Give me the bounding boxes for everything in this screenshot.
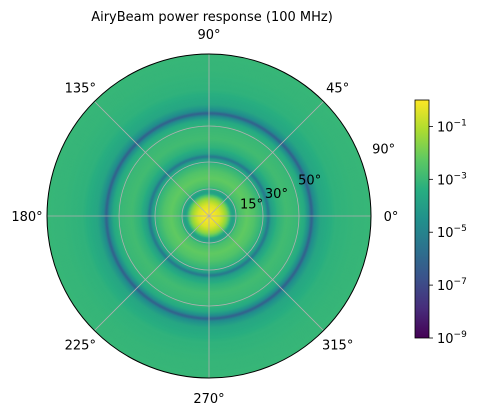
theta-gridline — [94, 215, 210, 331]
polar-outer-frame — [46, 53, 372, 379]
theta-tick-label: 135° — [65, 81, 96, 96]
colorbar-tick-label: 10−5 — [437, 224, 467, 241]
radial-tick-labels: 15°30° 50° 90° — [240, 143, 395, 213]
radial-tick-label: 15° — [240, 197, 263, 212]
colorbar-tick-label: 10−1 — [437, 118, 467, 135]
radial-tick-label: 30° — [265, 187, 288, 202]
colorbar: 10−9 10−7 10−5 10−3 10−1 — [414, 99, 467, 347]
theta-tick-label: 180° — [11, 210, 42, 225]
theta-tick-labels: 0° 45° 90° 135° 180° 225° 270° 315° — [11, 28, 398, 407]
theta-tick-label: 90° — [197, 28, 220, 43]
radial-tick-label: 90° — [372, 143, 395, 158]
colorbar-tick-label: 10−9 — [437, 330, 467, 347]
colorbar-ticks: 10−9 10−7 10−5 10−3 10−1 — [429, 118, 467, 347]
theta-tick-label: 270° — [193, 392, 224, 407]
chart-title: AiryBeam power response (100 MHz) — [91, 10, 333, 25]
theta-gridline — [208, 101, 324, 217]
theta-gridline — [94, 101, 210, 217]
radial-tick-label: 50° — [298, 173, 321, 188]
theta-tick-label: 225° — [65, 339, 96, 354]
polar-grid — [47, 54, 371, 378]
colorbar-tick-label: 10−7 — [437, 277, 467, 294]
theta-tick-label: 315° — [322, 339, 353, 354]
colorbar-scale — [414, 99, 430, 339]
colorbar-tick-label: 10−3 — [437, 171, 467, 188]
theta-tick-label: 0° — [384, 210, 399, 225]
theta-tick-label: 45° — [326, 81, 349, 96]
theta-gridline — [208, 215, 324, 331]
